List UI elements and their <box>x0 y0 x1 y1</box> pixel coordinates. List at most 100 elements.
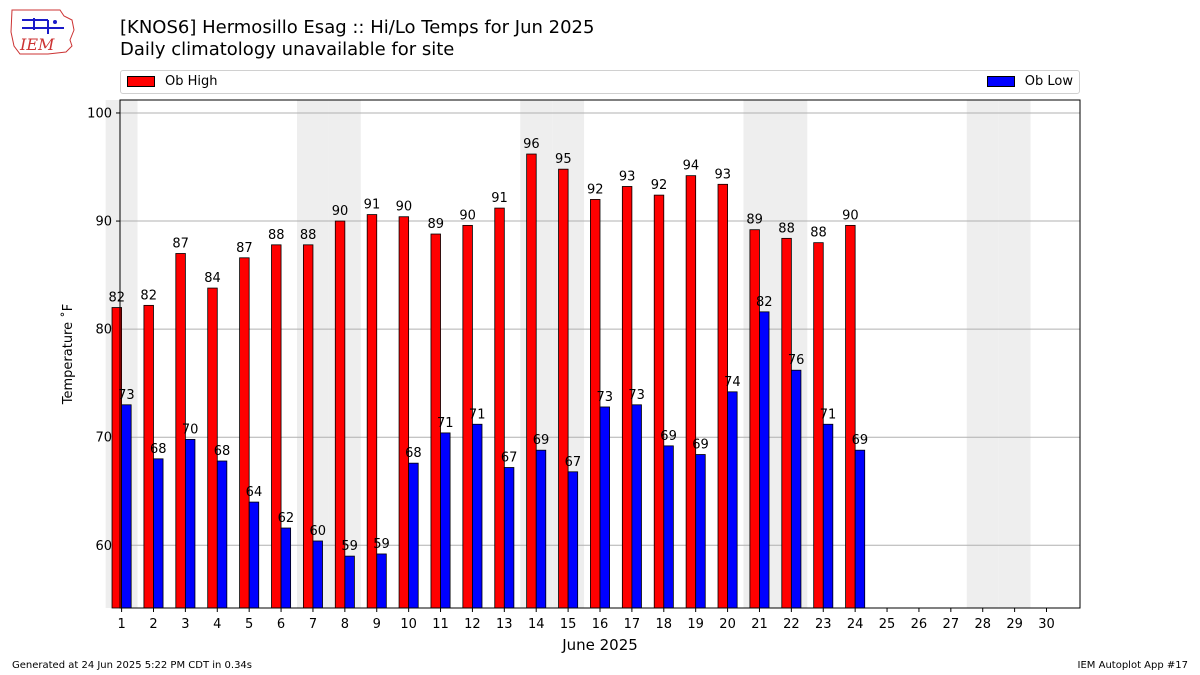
bar-low <box>854 449 866 609</box>
bar-high <box>494 207 505 609</box>
data-label-high: 96 <box>523 137 540 152</box>
legend-item-low: Ob Low <box>986 74 1073 89</box>
bar-low <box>216 460 228 609</box>
data-label-low: 59 <box>341 539 358 554</box>
x-tick-label: 1 <box>117 617 125 632</box>
bar-low <box>535 449 547 609</box>
bar-low <box>822 423 834 609</box>
x-tick-label: 25 <box>879 617 896 632</box>
bar-high <box>526 153 537 609</box>
x-tick-label: 7 <box>309 617 317 632</box>
data-label-low: 73 <box>118 388 135 403</box>
x-tick-label: 22 <box>783 617 800 632</box>
bar-low <box>376 553 387 609</box>
bar-high <box>749 229 760 609</box>
bar-high <box>717 183 728 609</box>
app-note: IEM Autoplot App #17 <box>1077 660 1188 671</box>
x-tick-label: 4 <box>213 617 221 632</box>
data-label-high: 88 <box>300 228 317 243</box>
bar-high <box>398 216 410 609</box>
legend-label-high: Ob High <box>165 74 218 89</box>
bar-high <box>271 244 282 609</box>
y-tick-label: 100 <box>87 106 112 121</box>
bar-low <box>184 438 196 609</box>
data-label-high: 93 <box>715 167 732 182</box>
data-label-low: 68 <box>150 442 167 457</box>
x-tick-label: 28 <box>974 617 991 632</box>
legend: Ob High Ob Low <box>120 70 1080 94</box>
data-label-low: 69 <box>533 433 550 448</box>
bar-high <box>302 244 314 609</box>
data-label-high: 90 <box>842 208 859 223</box>
data-label-high: 88 <box>810 226 827 241</box>
data-label-low: 62 <box>278 511 295 526</box>
x-tick-label: 18 <box>656 617 673 632</box>
chart-title: [KNOS6] Hermosillo Esag :: Hi/Lo Temps f… <box>120 17 595 38</box>
data-label-low: 76 <box>788 353 805 368</box>
x-tick-label: 17 <box>624 617 641 632</box>
y-tick-label: 60 <box>95 539 112 554</box>
iem-logo: IEM <box>10 9 75 55</box>
data-label-high: 82 <box>140 288 157 303</box>
y-axis-title: Temperature ˚F <box>60 304 76 405</box>
bar-low <box>631 404 642 609</box>
data-label-high: 82 <box>109 291 126 306</box>
x-tick-label: 24 <box>847 617 864 632</box>
data-label-low: 60 <box>309 524 326 539</box>
legend-label-low: Ob Low <box>1024 74 1073 89</box>
data-label-low: 71 <box>820 407 837 422</box>
data-label-low: 70 <box>182 422 199 437</box>
x-tick-label: 19 <box>687 617 704 632</box>
chart-subtitle: Daily climatology unavailable for site <box>120 39 455 60</box>
bar-low <box>695 454 706 609</box>
bar-low <box>344 555 355 609</box>
bar-low <box>599 406 610 609</box>
x-tick-label: 8 <box>341 617 349 632</box>
data-label-low: 68 <box>405 446 422 461</box>
data-label-high: 92 <box>651 178 668 193</box>
data-label-low: 69 <box>660 429 677 444</box>
data-label-low: 59 <box>373 537 390 552</box>
data-label-high: 92 <box>587 182 604 197</box>
data-label-low: 73 <box>628 388 645 403</box>
x-tick-label: 29 <box>1006 617 1023 632</box>
bar-low <box>503 467 515 609</box>
legend-item-high: Ob High <box>127 74 218 89</box>
data-label-low: 69 <box>692 438 709 453</box>
bar-low <box>248 501 260 609</box>
bar-high <box>781 237 792 609</box>
x-tick-label: 16 <box>592 617 609 632</box>
data-label-high: 95 <box>555 152 572 167</box>
x-tick-label: 5 <box>245 617 253 632</box>
bar-low <box>153 458 164 609</box>
y-tick-label: 70 <box>95 431 112 446</box>
data-label-high: 93 <box>619 169 636 184</box>
legend-swatch-low <box>986 76 1015 87</box>
x-tick-label: 26 <box>911 617 928 632</box>
x-tick-label: 9 <box>373 617 381 632</box>
data-label-high: 88 <box>778 221 795 236</box>
data-label-low: 67 <box>565 455 582 470</box>
data-label-high: 91 <box>491 191 508 206</box>
y-tick-label: 90 <box>95 215 112 230</box>
data-label-high: 90 <box>396 200 413 215</box>
x-tick-label: 20 <box>719 617 736 632</box>
x-tick-label: 13 <box>496 617 513 632</box>
logo-text: IEM <box>19 35 55 54</box>
bar-low <box>663 445 674 609</box>
data-label-high: 90 <box>332 204 349 219</box>
bar-low <box>280 527 292 609</box>
bar-low <box>567 471 579 609</box>
bar-high <box>685 175 697 609</box>
x-tick-label: 30 <box>1038 617 1055 632</box>
data-label-high: 90 <box>459 208 476 223</box>
data-label-low: 67 <box>501 450 518 465</box>
data-label-high: 91 <box>364 198 381 213</box>
data-label-low: 71 <box>437 416 454 431</box>
data-label-low: 73 <box>597 390 614 405</box>
bar-low <box>121 404 132 609</box>
data-label-high: 94 <box>683 159 700 174</box>
weekend-shade <box>966 100 999 608</box>
data-label-low: 68 <box>214 444 231 459</box>
bar-low <box>408 462 419 609</box>
